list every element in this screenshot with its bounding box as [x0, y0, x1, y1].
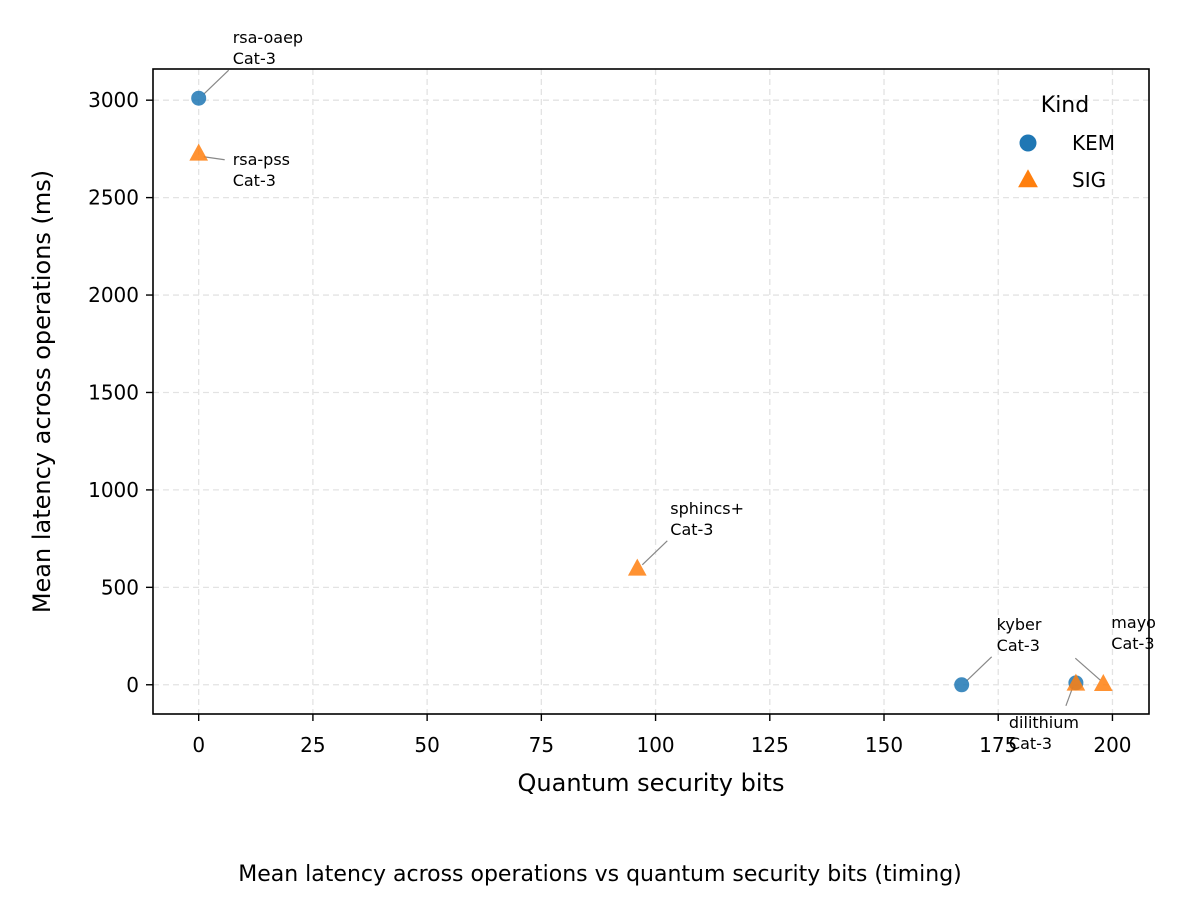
axis-ticks: 0 25 50 75 100 125 150 175 200050010001500200025… [88, 88, 1131, 757]
point-kem [954, 677, 970, 693]
point-kem [191, 90, 207, 106]
annotation-label: rsa-pss [233, 150, 290, 169]
annotation-leader-line [1074, 657, 1101, 681]
x-tick-label: 75 [529, 733, 554, 757]
x-tick-label: 25 [300, 733, 325, 757]
legend-label-sig: SIG [1072, 168, 1106, 192]
x-axis-label: Quantum security bits [518, 769, 785, 797]
y-axis-label: Mean latency across operations (ms) [28, 170, 56, 613]
annotation-label: sphincs+ [670, 499, 744, 518]
figure-caption: Mean latency across operations vs quantu… [238, 862, 962, 887]
plot-frame [152, 68, 1150, 715]
x-tick-label: 175 [979, 733, 1017, 757]
annotation-sublabel: Cat-3 [233, 49, 276, 68]
x-tick-label: 0 [192, 733, 205, 757]
data-points [189, 90, 1113, 693]
point-sig [627, 558, 647, 576]
annotation-leader-line [203, 69, 230, 95]
x-tick-label: 150 [865, 733, 903, 757]
legend-title: Kind [1041, 93, 1089, 118]
x-tick-label: 200 [1093, 733, 1131, 757]
annotation-sublabel: Cat-3 [1111, 634, 1154, 653]
y-tick-label: 2500 [88, 186, 139, 210]
y-tick-label: 1500 [88, 380, 139, 404]
annotation-sublabel: Cat-3 [997, 636, 1040, 655]
annotation-label: kyber [997, 615, 1042, 634]
point-sig [189, 143, 209, 161]
legend-marker-kem [1019, 134, 1037, 152]
annotation-sublabel: Cat-3 [1009, 734, 1052, 753]
point-sig [1066, 673, 1086, 691]
y-tick-label: 1000 [88, 478, 139, 502]
point-sig [1093, 673, 1113, 691]
y-tick-label: 0 [126, 673, 139, 697]
annotation-leader-line [641, 540, 668, 566]
legend-items: KEM SIG [1018, 131, 1115, 192]
annotation-leader-line [966, 656, 993, 682]
y-tick-label: 2000 [88, 283, 139, 307]
legend: Kind KEM SIG [1018, 93, 1115, 192]
legend-marker-sig [1018, 169, 1038, 188]
y-tick-label: 3000 [88, 88, 139, 112]
annotation-label: mayo [1111, 613, 1156, 632]
annotation-leader-line [203, 156, 225, 161]
y-tick-label: 500 [101, 575, 139, 599]
x-tick-label: 125 [751, 733, 789, 757]
grid-lines [153, 69, 1149, 714]
legend-label-kem: KEM [1072, 131, 1115, 155]
annotations: rsa-oaep Cat-3 kyber Cat-3 rsa-pss Cat-3 sphin… [203, 28, 1156, 753]
annotation-label: rsa-oaep [233, 28, 303, 47]
annotation-sublabel: Cat-3 [670, 520, 713, 539]
x-tick-label: 50 [414, 733, 439, 757]
x-tick-label: 100 [636, 733, 674, 757]
annotation-sublabel: Cat-3 [233, 171, 276, 190]
annotation-label: dilithium [1009, 713, 1079, 732]
